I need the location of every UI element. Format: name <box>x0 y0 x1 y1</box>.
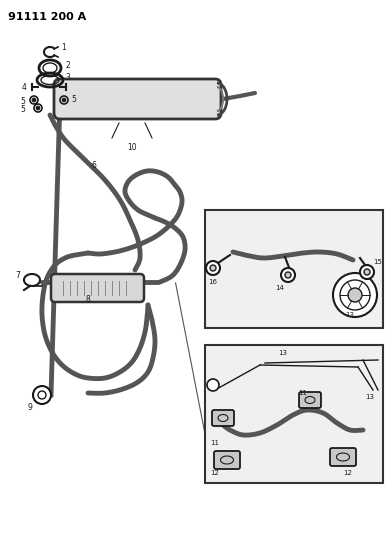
Circle shape <box>32 98 36 102</box>
Circle shape <box>360 265 374 279</box>
Circle shape <box>285 272 291 278</box>
Circle shape <box>348 288 362 302</box>
Text: 11: 11 <box>210 440 219 446</box>
Text: 5: 5 <box>20 98 25 107</box>
Text: 1: 1 <box>61 44 66 52</box>
Text: 5: 5 <box>20 106 25 115</box>
Circle shape <box>36 106 40 110</box>
Text: 7: 7 <box>15 271 20 279</box>
Circle shape <box>33 386 51 404</box>
Circle shape <box>364 269 370 275</box>
Text: 5: 5 <box>71 95 76 104</box>
Circle shape <box>34 104 42 112</box>
FancyBboxPatch shape <box>54 79 221 119</box>
Text: 11: 11 <box>298 390 307 396</box>
Text: 91111 200 A: 91111 200 A <box>8 12 86 22</box>
Text: 13: 13 <box>345 312 354 318</box>
FancyBboxPatch shape <box>299 392 321 408</box>
Circle shape <box>30 96 38 104</box>
Text: 10: 10 <box>127 143 137 152</box>
Text: 2: 2 <box>65 61 70 69</box>
Circle shape <box>60 96 68 104</box>
Text: 15: 15 <box>373 259 382 265</box>
FancyBboxPatch shape <box>205 345 383 483</box>
Circle shape <box>210 265 216 271</box>
Text: 12: 12 <box>343 470 352 476</box>
Circle shape <box>62 98 66 102</box>
Text: 16: 16 <box>208 279 217 285</box>
FancyBboxPatch shape <box>212 410 234 426</box>
FancyBboxPatch shape <box>205 210 383 328</box>
Text: 13: 13 <box>365 394 374 400</box>
Circle shape <box>38 391 46 399</box>
FancyBboxPatch shape <box>214 451 240 469</box>
Text: 3: 3 <box>65 74 70 83</box>
Circle shape <box>333 273 377 317</box>
Circle shape <box>207 379 219 391</box>
Text: 4: 4 <box>22 83 27 92</box>
Text: 6: 6 <box>92 160 97 169</box>
Text: 13: 13 <box>278 350 287 356</box>
Text: 14: 14 <box>275 285 284 291</box>
Text: 9: 9 <box>28 403 33 413</box>
Circle shape <box>206 261 220 275</box>
FancyBboxPatch shape <box>330 448 356 466</box>
Text: 8: 8 <box>85 295 90 304</box>
Circle shape <box>281 268 295 282</box>
Text: 12: 12 <box>210 470 219 476</box>
Circle shape <box>340 280 370 310</box>
FancyBboxPatch shape <box>51 274 144 302</box>
